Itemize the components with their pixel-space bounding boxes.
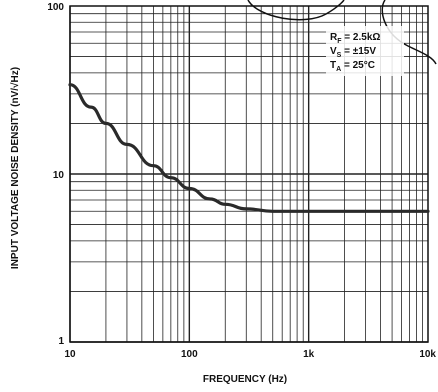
annotation-vs: VS = ±15V — [330, 46, 376, 59]
y-tick-label: 100 — [47, 2, 64, 13]
plot-frame — [69, 5, 429, 343]
loop-mark-right — [381, 0, 437, 65]
x-tick-label: 100 — [181, 349, 198, 360]
x-axis-title: FREQUENCY (Hz) — [203, 374, 287, 385]
annotation-backdrop — [326, 26, 404, 76]
x-tick-label: 10k — [419, 349, 436, 360]
x-tick-label: 10 — [64, 349, 76, 360]
series-layer — [68, 83, 430, 213]
x-tick-label: 1k — [303, 349, 315, 360]
y-tick-labels: 1 10 100 — [47, 2, 64, 347]
annotation-ta: TA = 25°C — [330, 60, 375, 73]
y-tick-label: 1 — [58, 336, 64, 347]
loop-mark-left — [247, 0, 345, 21]
x-tick-labels: 10 100 1k 10k — [64, 349, 436, 360]
y-axis-title: INPUT VOLTAGE NOISE DENSITY (nV/√Hz) — [10, 67, 21, 269]
noise-density-series-line — [68, 83, 430, 213]
y-tick-label: 10 — [53, 170, 65, 181]
annotation-rf: RF = 2.5kΩ — [330, 32, 380, 45]
decorative-loops — [247, 0, 437, 65]
